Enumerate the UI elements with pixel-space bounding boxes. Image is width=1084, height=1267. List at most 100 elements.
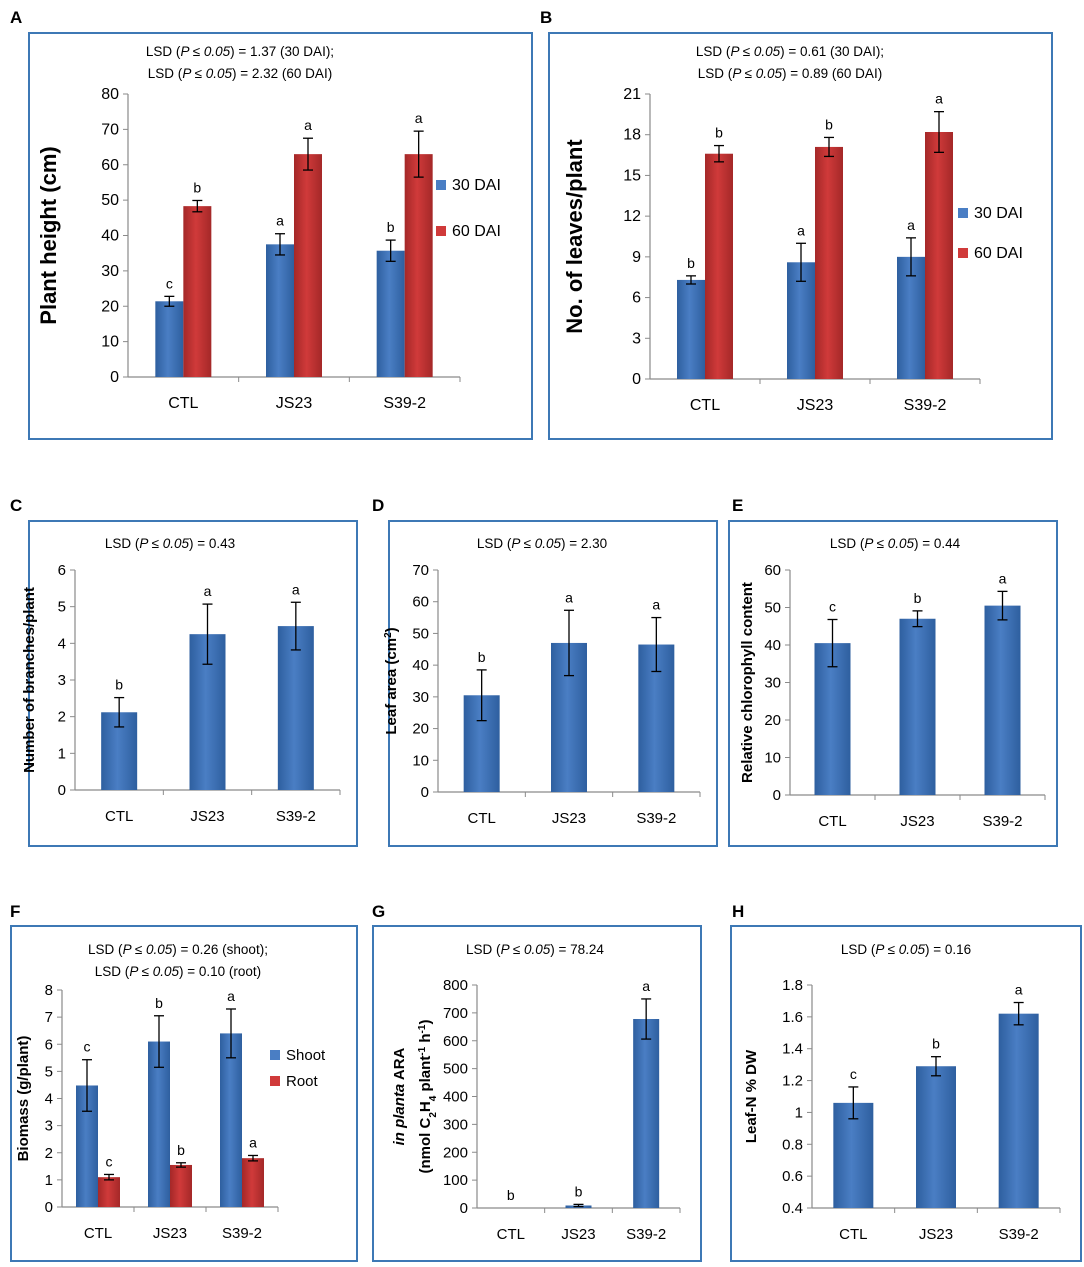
y-tick-label: 20 — [101, 298, 119, 315]
x-tick-label: S39-2 — [222, 1225, 262, 1242]
y-tick-label: 7 — [45, 1009, 53, 1026]
y-tick-label: 0 — [110, 369, 119, 386]
y-tick-label: 2 — [45, 1145, 53, 1162]
x-tick-label: CTL — [818, 813, 846, 830]
y-axis-label: Plant height (cm) — [36, 146, 61, 324]
y-axis-label: Leaf-N % DW — [743, 1049, 760, 1143]
lsd-text: LSD (P ≤ 0.05) = 0.10 (root) — [95, 964, 261, 979]
bar — [294, 154, 322, 377]
x-tick-label: S39-2 — [904, 397, 947, 414]
y-tick-label: 80 — [101, 86, 119, 103]
significance-letter: b — [932, 1036, 940, 1052]
bar — [98, 1177, 120, 1207]
y-tick-label: 50 — [412, 625, 429, 642]
x-tick-label: S39-2 — [636, 810, 676, 827]
panel-frame-c — [28, 520, 358, 847]
y-tick-label: 9 — [632, 249, 641, 266]
significance-letter: a — [415, 110, 423, 126]
bar — [815, 146, 843, 379]
significance-letter: b — [507, 1187, 515, 1203]
y-tick-label: 21 — [623, 86, 641, 103]
y-tick-label: 700 — [443, 1005, 468, 1022]
significance-letter: b — [177, 1142, 185, 1158]
y-axis-label: No. of leaves/plant — [562, 139, 587, 334]
y-tick-label: 20 — [764, 712, 781, 729]
x-tick-label: JS23 — [552, 810, 586, 827]
x-tick-label: JS23 — [797, 397, 834, 414]
significance-letter: a — [565, 589, 573, 605]
y-tick-label: 1 — [45, 1172, 53, 1189]
bar — [897, 256, 925, 379]
significance-letter: b — [575, 1183, 583, 1199]
y-tick-label: 600 — [443, 1033, 468, 1050]
legend-label: Root — [286, 1073, 319, 1090]
panel-label-f: F — [10, 902, 21, 921]
legend-label: 30 DAI — [452, 177, 501, 194]
y-tick-label: 100 — [443, 1172, 468, 1189]
y-tick-label: 12 — [623, 208, 641, 225]
y-tick-label: 5 — [45, 1063, 53, 1080]
significance-letter: a — [907, 217, 915, 233]
significance-letter: c — [829, 599, 836, 615]
bar — [998, 1013, 1039, 1208]
y-tick-label: 4 — [45, 1091, 53, 1108]
bar — [833, 1102, 874, 1208]
y-tick-label: 0 — [460, 1200, 468, 1217]
y-tick-label: 10 — [101, 334, 119, 351]
chart-f: LSD (P ≤ 0.05) = 0.26 (shoot); LSD (P ≤ 0… — [15, 942, 326, 1242]
bar — [376, 250, 405, 377]
y-axis-label: Biomass (g/plant) — [15, 1036, 32, 1162]
y-tick-label: 1 — [795, 1104, 803, 1121]
x-tick-label: S39-2 — [276, 808, 316, 825]
lsd-text: LSD (P ≤ 0.05) = 0.61 (30 DAI); — [696, 44, 884, 59]
y-tick-label: 60 — [412, 594, 429, 611]
x-tick-label: JS23 — [276, 395, 313, 412]
y-tick-label: 1.4 — [782, 1041, 803, 1058]
bar — [148, 1041, 170, 1207]
y-tick-label: 20 — [412, 721, 429, 738]
chart-e: LSD (P ≤ 0.05) = 0.44 0 10 20 30 40 50 60 CTL JS2… — [739, 536, 1046, 830]
y-tick-label: 400 — [443, 1089, 468, 1106]
x-tick-label: S39-2 — [982, 813, 1022, 830]
panel-label-d: D — [372, 496, 385, 515]
bar — [404, 154, 433, 377]
panel-frame-a — [28, 32, 533, 440]
panel-frame-h — [730, 925, 1082, 1262]
chart-d: LSD (P ≤ 0.05) = 2.30 0 10 20 30 40 50 60 70 CTL J… — [383, 536, 701, 827]
y-tick-label: 0.4 — [782, 1200, 803, 1217]
legend-label: Shoot — [286, 1047, 326, 1064]
panel-frame-f — [10, 925, 358, 1262]
bar — [705, 153, 733, 379]
y-tick-label: 2 — [58, 709, 66, 726]
bar — [984, 605, 1021, 795]
legend-swatch — [270, 1050, 280, 1060]
lsd-text: LSD (P ≤ 0.05) = 0.26 (shoot); — [88, 942, 268, 957]
y-tick-label: 18 — [623, 127, 641, 144]
y-tick-label: 5 — [58, 599, 66, 616]
significance-letter: b — [825, 116, 833, 132]
y-tick-label: 1.2 — [782, 1073, 803, 1090]
y-tick-label: 15 — [623, 167, 641, 184]
significance-letter: b — [914, 590, 922, 606]
y-tick-label: 60 — [764, 562, 781, 579]
significance-letter: a — [227, 988, 235, 1004]
panel-label-c: C — [10, 496, 23, 515]
y-tick-label: 1 — [58, 745, 66, 762]
y-axis-label: Relative chlorophyll content — [739, 582, 756, 783]
y-tick-label: 6 — [58, 562, 66, 579]
significance-letter: b — [687, 255, 695, 271]
y-tick-label: 4 — [58, 635, 66, 652]
y-tick-label: 3 — [632, 330, 641, 347]
bar — [677, 279, 705, 379]
legend-label: 30 DAI — [974, 205, 1023, 222]
legend-swatch — [958, 208, 968, 218]
significance-letter: b — [478, 649, 486, 665]
significance-letter: c — [84, 1039, 91, 1055]
bar — [925, 132, 953, 379]
y-tick-label: 1.8 — [782, 977, 803, 994]
y-tick-label: 70 — [101, 121, 119, 138]
bar — [76, 1085, 98, 1207]
x-tick-label: S39-2 — [626, 1226, 666, 1243]
y-axis-label: Leaf area (cm2) — [383, 627, 401, 734]
y-tick-label: 30 — [412, 689, 429, 706]
